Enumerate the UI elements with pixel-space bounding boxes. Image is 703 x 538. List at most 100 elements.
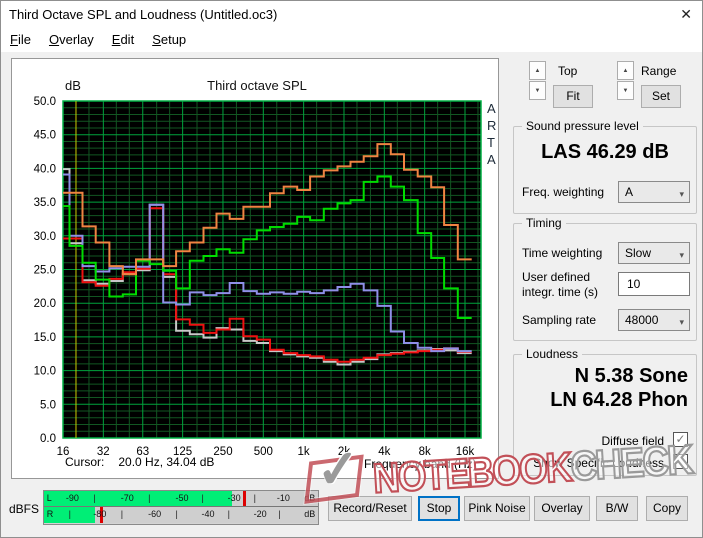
y-tick-label: 0.0 — [40, 433, 56, 445]
y-tick-label: 45.0 — [34, 130, 56, 142]
sampling-rate-label: Sampling rate — [522, 313, 597, 327]
x-tick-label: 16 — [57, 446, 70, 458]
series-overlay-green — [63, 175, 472, 319]
menu-file[interactable]: File — [10, 32, 31, 47]
integr-time-label-1: User defined — [522, 270, 591, 284]
meter-scale-label: R — [46, 509, 54, 519]
bw-button[interactable]: B/W — [596, 496, 638, 521]
integr-time-input[interactable]: 10 — [618, 272, 690, 296]
x-tick-label: 4k — [378, 446, 390, 458]
y-tick-label: 30.0 — [34, 231, 56, 243]
range-spin-up-icon[interactable]: ▲ — [617, 61, 634, 80]
x-tick-label: 1k — [298, 446, 310, 458]
x-tick-label: 250 — [213, 446, 232, 458]
cursor-label: Cursor: — [65, 455, 105, 469]
freq-weighting-label: Freq. weighting — [522, 185, 605, 199]
y-axis-title: dB — [65, 78, 81, 93]
spl-value: LAS 46.29 dB — [541, 141, 669, 163]
meter-scale-label: -80 — [93, 509, 107, 519]
range-spinner: ▲ ▼ — [617, 61, 634, 101]
y-tick-label: 15.0 — [34, 332, 56, 344]
spl-chart[interactable]: 16 32 63 125 250 500 1k 2k 4k 8k 16k 0.0 5.0 10.0 15.0… — [12, 59, 498, 478]
loudness-group: Loudness N 5.38 Sone LN 64.28 Phon Diffu… — [513, 347, 697, 476]
meter-scale-label: -20 — [253, 509, 267, 519]
top-spin-down-icon[interactable]: ▼ — [529, 81, 546, 100]
y-tick-label: 20.0 — [34, 298, 56, 310]
meter-tick: | — [227, 509, 230, 519]
spl-group: Sound pressure level LAS 46.29 dB Freq. … — [513, 119, 697, 214]
meter-scale-label: dB — [304, 509, 316, 519]
range-spin-down-icon[interactable]: ▼ — [617, 81, 634, 100]
cursor-readout: Cursor: 20.0 Hz, 34.04 dB — [65, 455, 214, 469]
meter-scale-label: L — [46, 493, 52, 503]
peak-marker-left — [242, 491, 246, 506]
loudness-sone-value: N 5.38 Sone — [574, 365, 688, 387]
y-tick-label: 5.0 — [40, 399, 56, 411]
y-tick-label: 10.0 — [34, 366, 56, 378]
chart-panel: 16 32 63 125 250 500 1k 2k 4k 8k 16k 0.0 5.0 10.0 15.0… — [11, 58, 499, 479]
meter-scale-label: -60 — [148, 509, 162, 519]
sampling-rate-select[interactable]: 48000 ▾ — [618, 309, 690, 331]
top-spin-up-icon[interactable]: ▲ — [529, 61, 546, 80]
meter-scale-label: -30 — [227, 493, 241, 503]
peak-marker-right — [100, 507, 104, 523]
meter-scale-label: -10 — [276, 493, 290, 503]
meter-scale-label: -90 — [65, 493, 79, 503]
meter-tick: | — [175, 509, 178, 519]
meter-tick: | — [93, 493, 96, 503]
copy-button[interactable]: Copy — [646, 496, 688, 521]
loudness-group-label: Loudness — [522, 347, 583, 361]
level-meter-left: L -90 | -70 | -50 | -30 | -10 dB — [44, 491, 318, 507]
top-spinner: ▲ ▼ — [529, 61, 546, 101]
menu-edit[interactable]: Edit — [111, 32, 135, 47]
meter-tick: | — [148, 493, 151, 503]
chevron-down-icon: ▾ — [679, 189, 684, 199]
series-current-orange — [63, 143, 472, 276]
pink-noise-button[interactable]: Pink Noise — [464, 496, 530, 521]
timing-group: Timing Time weighting Slow ▾ User define… — [513, 216, 697, 341]
record-reset-button[interactable]: Record/Reset — [328, 496, 412, 521]
y-tick-label: 25.0 — [34, 265, 56, 277]
meter-tick: | — [120, 509, 124, 519]
x-tick-label: 500 — [254, 446, 273, 458]
spl-group-label: Sound pressure level — [522, 119, 643, 133]
meter-tick: | — [253, 493, 256, 503]
time-weighting-select[interactable]: Slow ▾ — [618, 242, 690, 264]
x-tick-label: 32 — [97, 446, 110, 458]
freq-weighting-select[interactable]: A ▾ — [618, 181, 690, 203]
level-bar-left — [44, 491, 232, 506]
dbfs-label: dBFS — [9, 502, 40, 516]
diffuse-field-label: Diffuse field — [601, 434, 664, 448]
fit-button[interactable]: Fit — [553, 85, 593, 108]
meter-scale-label: dB — [304, 493, 316, 503]
overlay-button[interactable]: Overlay — [534, 496, 590, 521]
chart-title: Third octave SPL — [207, 78, 307, 93]
x-tick-label: 125 — [173, 446, 192, 458]
meter-tick: | — [278, 509, 281, 519]
menu-overlay[interactable]: Overlay — [48, 32, 94, 47]
set-button[interactable]: Set — [641, 85, 681, 108]
meter-scale-label: -50 — [175, 493, 189, 503]
x-tick-label: 8k — [419, 446, 431, 458]
x-axis-title: Frequency band (Hz) — [364, 457, 477, 471]
x-tick-label: 63 — [136, 446, 149, 458]
meter-tick: | — [201, 493, 204, 503]
meter-scale-left: L -90 | -70 | -50 | -30 | -10 dB — [44, 491, 318, 506]
close-icon[interactable]: ✕ — [680, 6, 692, 22]
y-tick-label: 35.0 — [34, 197, 56, 209]
menu-setup[interactable]: Setup — [152, 32, 187, 47]
x-tick-label: 16k — [456, 446, 475, 458]
x-tick-label: 2k — [338, 446, 350, 458]
menu-bar: File Overlay Edit Setup — [1, 27, 702, 52]
chevron-down-icon: ▾ — [679, 317, 684, 327]
stop-button[interactable]: Stop — [418, 496, 460, 521]
diffuse-field-checkbox[interactable]: ✓ — [673, 432, 688, 447]
level-meter-right: R | -80 | -60 | -40 | -20 | dB — [44, 507, 318, 523]
level-meter: L -90 | -70 | -50 | -30 | -10 dB R | -80 | -60 | -40 | -20… — [43, 490, 319, 525]
integr-time-label-2: integr. time (s) — [522, 285, 599, 299]
top-label: Top — [558, 64, 578, 78]
y-tick-label: 40.0 — [34, 163, 56, 175]
show-specific-loudness-checkbox[interactable] — [673, 454, 688, 469]
